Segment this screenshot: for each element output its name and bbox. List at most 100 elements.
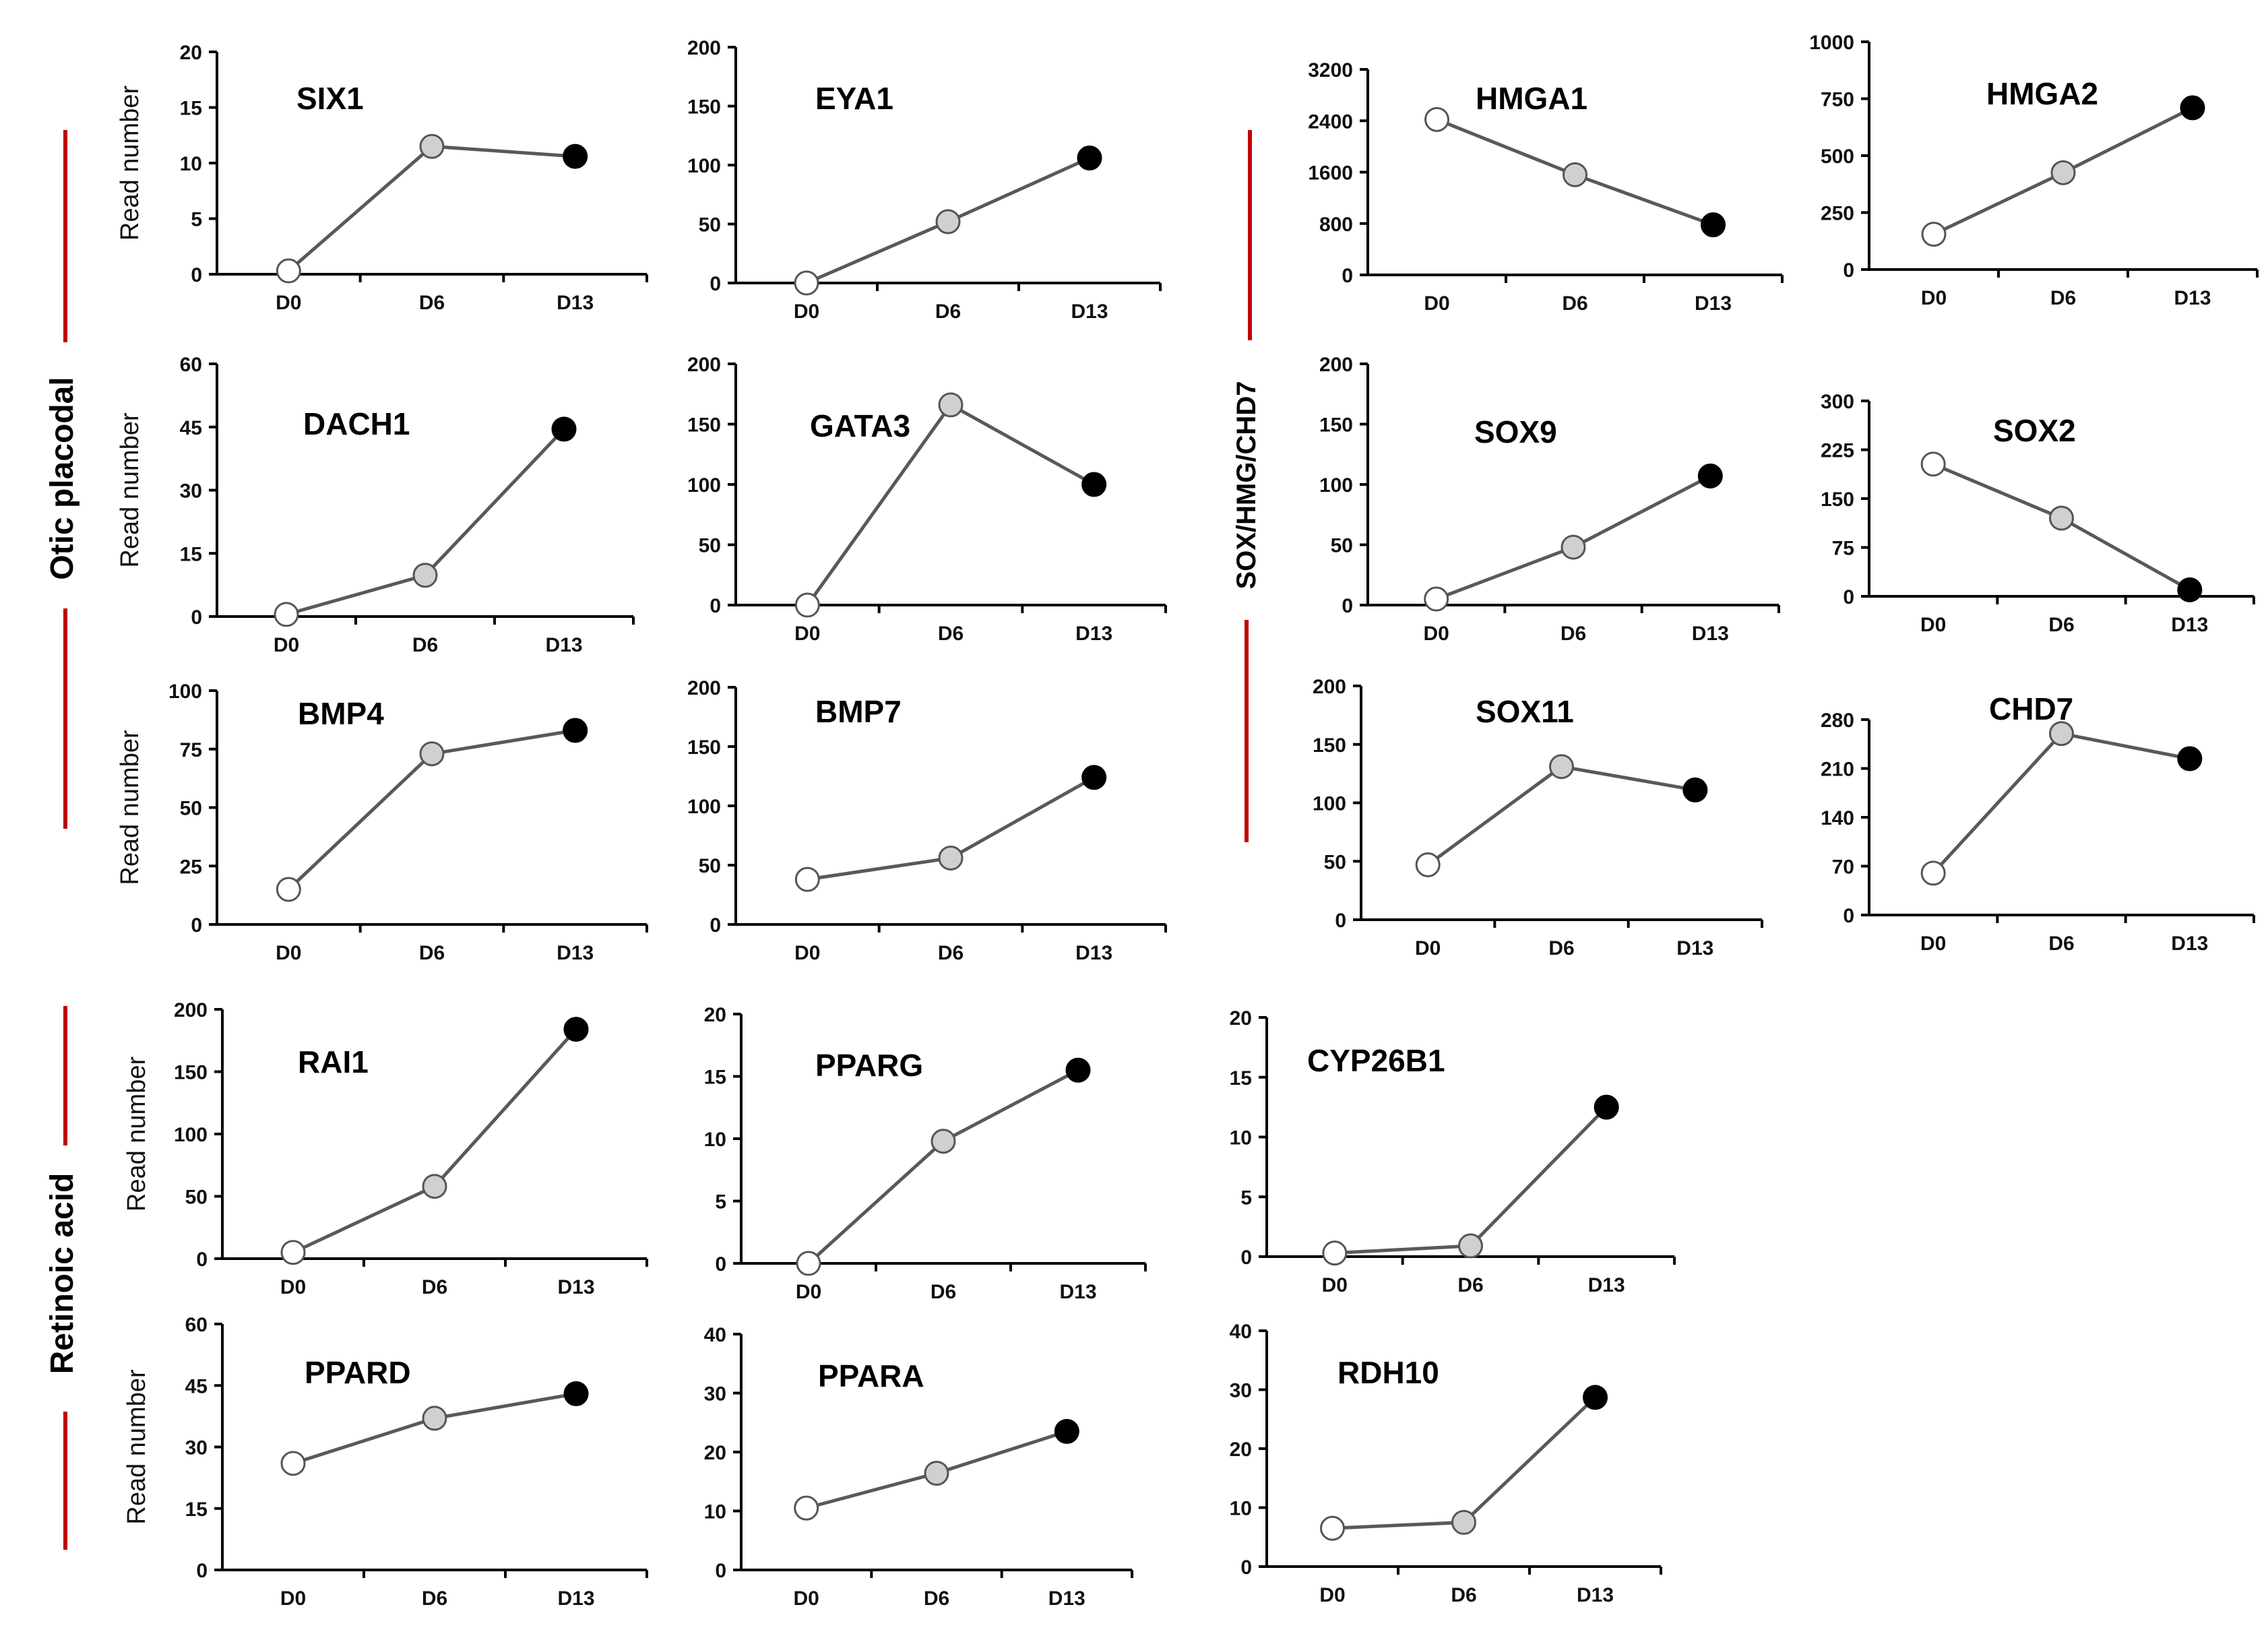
y-axis-title-rai1: Read number: [123, 1057, 151, 1212]
x-tick-label-hmga1-d6: D6: [1562, 292, 1587, 315]
y-tick-label-bmp7: 100: [687, 796, 721, 818]
gene-title-bmp7: BMP7: [815, 694, 902, 729]
x-tick-label-dach1-d13: D13: [545, 634, 582, 656]
group-label-retinoic-acid: Retinoic acid: [44, 1173, 80, 1375]
point-pparg-d13: [1065, 1057, 1091, 1083]
y-tick-label-gata3: 150: [687, 414, 721, 437]
point-hmga2-d6: [2050, 160, 2076, 185]
series-line-pparg: [807, 1069, 1079, 1265]
y-tick-label-ppard: 60: [185, 1314, 208, 1336]
point-bmp4-d6: [419, 741, 445, 767]
y-tick-label-dach1: 15: [180, 543, 202, 565]
y-tick-label-dach1: 45: [180, 417, 202, 439]
x-tick-label-eya1-d6: D6: [935, 301, 961, 323]
panel-eya1: 0 50 100 150 200 D0 D6 D13 EYA1: [687, 37, 1162, 323]
point-six1-d0: [276, 258, 301, 284]
x-tick-label-six1-d0: D0: [276, 292, 301, 314]
x-tick-label-eya1-d13: D13: [1071, 301, 1108, 323]
y-tick-label-gata3: 50: [699, 535, 721, 557]
panel-hmga1: 0 800 1600 2400 3200 D0 D6 D13 HMGA1: [1308, 59, 1784, 315]
y-tick-label-eya1: 200: [687, 37, 721, 59]
point-bmp4-d0: [276, 877, 301, 902]
y-tick-label-hmga2: 0: [1843, 259, 1854, 282]
point-sox9-d6: [1561, 534, 1586, 560]
gene-title-dach1: DACH1: [303, 406, 410, 441]
y-tick-label-sox2: 150: [1821, 489, 1854, 511]
point-ppara-d6: [924, 1461, 949, 1486]
gene-title-sox11: SOX11: [1476, 694, 1574, 729]
y-tick-label-pparg: 15: [704, 1067, 726, 1089]
y-tick-label-rai1: 0: [196, 1249, 208, 1271]
group-label-otic-placodal: Otic placodal: [44, 377, 80, 579]
y-tick-label-sox9: 0: [1342, 595, 1353, 617]
gene-title-hmga1: HMGA1: [1476, 81, 1587, 116]
x-tick-label-chd7-d13: D13: [2171, 933, 2208, 955]
x-tick-label-sox2-d0: D0: [1920, 614, 1946, 636]
point-chd7-d0: [1920, 860, 1946, 886]
gene-title-gata3: GATA3: [810, 408, 910, 443]
x-tick-label-rdh10-d6: D6: [1451, 1584, 1476, 1606]
x-tick-label-eya1-d0: D0: [794, 301, 819, 323]
y-axis-title-ppard: Read number: [123, 1369, 151, 1525]
point-pparg-d0: [796, 1251, 821, 1276]
y-tick-label-hmga2: 1000: [1809, 32, 1854, 54]
point-gata3-d13: [1081, 472, 1107, 497]
y-tick-label-rai1: 100: [174, 1124, 208, 1146]
point-sox9-d13: [1697, 463, 1723, 489]
point-rdh10-d6: [1451, 1509, 1476, 1535]
gene-title-chd7: CHD7: [1989, 691, 2073, 726]
y-tick-label-rdh10: 0: [1240, 1556, 1252, 1579]
y-tick-label-cyp26b1: 10: [1230, 1127, 1252, 1149]
gene-title-rdh10: RDH10: [1337, 1355, 1439, 1390]
y-tick-label-rdh10: 30: [1230, 1380, 1252, 1402]
panel-sox2: 0 75 150 225 300 D0 D6 D13 SOX2: [1821, 391, 2255, 636]
gene-title-six1: SIX1: [296, 81, 364, 116]
panel-rdh10: 0 10 20 30 40 D0 D6 D13 RDH10: [1230, 1321, 1662, 1606]
y-axis-title-dach1: Read number: [116, 412, 144, 568]
point-hmga1-d6: [1563, 162, 1587, 187]
y-tick-label-rai1: 200: [174, 999, 208, 1021]
series-line-chd7: [1932, 731, 2191, 875]
y-tick-label-six1: 15: [180, 98, 202, 120]
gene-title-eya1: EYA1: [815, 81, 893, 116]
x-tick-label-ppara-d6: D6: [924, 1587, 949, 1610]
y-tick-label-sox2: 225: [1821, 440, 1854, 462]
y-tick-label-bmp7: 50: [699, 855, 721, 877]
x-tick-label-rai1-d0: D0: [280, 1276, 306, 1298]
y-tick-label-pparg: 10: [704, 1129, 726, 1151]
x-tick-label-dach1-d6: D6: [412, 634, 438, 656]
point-dach1-d6: [412, 563, 438, 588]
x-tick-label-rdh10-d13: D13: [1577, 1584, 1614, 1606]
y-tick-label-eya1: 150: [687, 96, 721, 119]
point-rai1-d6: [422, 1174, 447, 1199]
y-tick-label-ppara: 20: [704, 1442, 726, 1464]
y-tick-label-ppard: 30: [185, 1437, 208, 1459]
y-tick-label-ppara: 0: [715, 1560, 726, 1582]
y-tick-label-hmga1: 3200: [1308, 59, 1353, 82]
gene-title-rai1: RAI1: [298, 1044, 369, 1079]
panel-six1: 0 5 10 15 20 D0 D6 D13 SIX1 Read number: [116, 42, 648, 314]
point-dach1-d0: [274, 602, 299, 627]
point-gata3-d6: [938, 392, 964, 418]
point-sox2-d0: [1920, 451, 1946, 477]
y-tick-label-hmga2: 750: [1821, 89, 1854, 111]
y-tick-label-hmga1: 1600: [1308, 162, 1353, 185]
panel-chd7: 0 70 140 210 280 D0 D6 D13 CHD7: [1821, 691, 2255, 955]
series-line-rdh10: [1332, 1396, 1597, 1530]
y-tick-label-ppard: 15: [185, 1499, 208, 1521]
x-tick-label-ppara-d13: D13: [1048, 1587, 1085, 1610]
point-hmga1-d13: [1701, 212, 1726, 238]
x-tick-label-ppard-d6: D6: [422, 1587, 447, 1610]
y-tick-label-hmga2: 250: [1821, 203, 1854, 225]
point-sox9-d0: [1424, 586, 1449, 612]
gene-title-sox9: SOX9: [1474, 414, 1557, 449]
y-axis-title-bmp4: Read number: [116, 730, 144, 885]
point-sox11-d6: [1549, 754, 1574, 780]
point-hmga2-d0: [1921, 222, 1947, 247]
x-tick-label-dach1-d0: D0: [274, 634, 299, 656]
x-tick-label-hmga2-d6: D6: [2050, 287, 2076, 309]
y-tick-label-pparg: 0: [715, 1253, 726, 1275]
point-bmp7-d0: [794, 867, 820, 892]
y-tick-label-sox11: 50: [1324, 851, 1346, 873]
y-tick-label-bmp7: 200: [687, 677, 721, 699]
